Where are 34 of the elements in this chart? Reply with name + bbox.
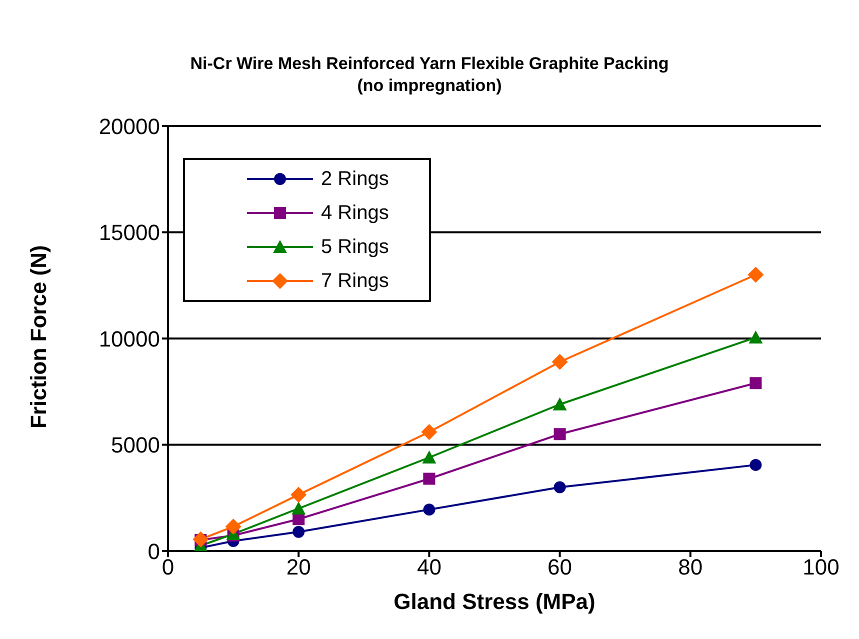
- x-tick-label: 20: [286, 554, 311, 580]
- x-tick-label: 80: [678, 554, 703, 580]
- chart-subtitle: (no impregnation): [356, 75, 503, 97]
- point: [748, 330, 763, 344]
- point: [292, 502, 306, 514]
- y-tick-label: 5000: [111, 432, 160, 458]
- legend-label: 7 Rings: [321, 270, 389, 292]
- legend-label: 5 Rings: [321, 236, 389, 258]
- point: [554, 481, 566, 494]
- y-tick-label: 20000: [98, 114, 160, 139]
- point: [552, 354, 568, 370]
- y-tick-label: 15000: [98, 220, 160, 246]
- x-axis-title: Gland Stress (MPa): [394, 589, 596, 614]
- legend-label: 4 Rings: [321, 202, 389, 224]
- point: [423, 472, 436, 485]
- point: [423, 504, 436, 516]
- point: [552, 397, 567, 410]
- point: [750, 377, 762, 390]
- chart-title: Ni-Cr Wire Mesh Reinforced Yarn Flexible Graphite Packing: [189, 53, 670, 75]
- point: [292, 526, 305, 538]
- point: [290, 486, 307, 503]
- x-tick-label: 40: [416, 554, 442, 580]
- y-tick-label: 0: [148, 538, 160, 564]
- point: [225, 518, 242, 535]
- x-tick-label: 100: [802, 554, 840, 580]
- point: [421, 424, 438, 440]
- legend-label: 2 Rings: [321, 168, 389, 190]
- point: [748, 266, 764, 283]
- x-tick-label: 60: [548, 554, 572, 580]
- y-axis-title: Friction Force (N): [26, 245, 51, 428]
- point: [750, 458, 762, 471]
- point: [554, 428, 566, 440]
- y-tick-label: 10000: [98, 326, 160, 352]
- point: [422, 450, 436, 464]
